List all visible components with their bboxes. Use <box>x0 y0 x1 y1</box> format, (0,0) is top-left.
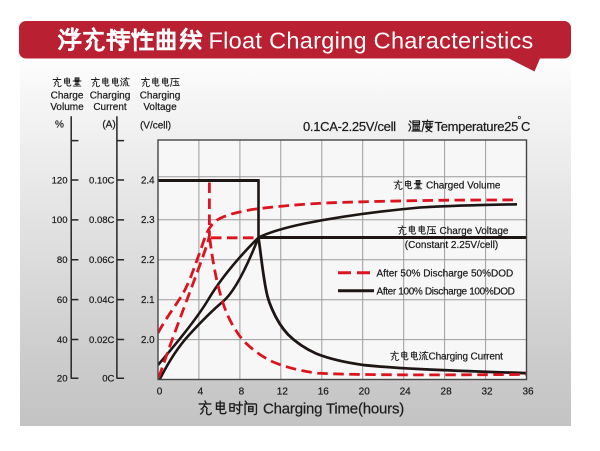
svg-text:Volume: Volume <box>50 102 84 113</box>
svg-text:0.02C: 0.02C <box>89 335 114 346</box>
svg-text:12: 12 <box>277 386 289 397</box>
svg-text:36: 36 <box>522 386 534 397</box>
svg-text:After 50% Discharge 50%DOD: After 50% Discharge 50%DOD <box>377 269 514 280</box>
svg-text:%: % <box>55 120 64 131</box>
svg-text:0.08C: 0.08C <box>89 215 114 226</box>
svg-text:Float Charging Characteristics: Float Charging Characteristics <box>209 27 534 53</box>
svg-text:0.10C: 0.10C <box>89 175 114 186</box>
svg-text:16: 16 <box>318 386 330 397</box>
svg-text:32: 32 <box>481 386 493 397</box>
svg-text:Charged Volume: Charged Volume <box>426 181 501 192</box>
svg-text:Charging: Charging <box>90 91 131 102</box>
svg-text:C: C <box>521 119 530 134</box>
svg-text:0: 0 <box>157 386 163 397</box>
svg-text:°: ° <box>517 116 521 127</box>
svg-text:Voltage: Voltage <box>143 102 177 113</box>
svg-text:28: 28 <box>441 386 453 397</box>
svg-text:8: 8 <box>239 386 245 397</box>
svg-text:2.1: 2.1 <box>141 295 155 306</box>
svg-text:120: 120 <box>52 175 68 186</box>
svg-text:20: 20 <box>359 386 371 397</box>
svg-text:2.0: 2.0 <box>141 335 155 346</box>
svg-text:0.06C: 0.06C <box>89 255 114 266</box>
svg-text:40: 40 <box>57 335 68 346</box>
svg-text:0.1CA-2.25V/cell: 0.1CA-2.25V/cell <box>303 119 396 134</box>
svg-text:100: 100 <box>52 215 68 226</box>
svg-text:Charging Current: Charging Current <box>429 352 504 363</box>
svg-text:Temperature25: Temperature25 <box>435 119 519 134</box>
svg-text:Charging: Charging <box>140 91 181 102</box>
svg-text:60: 60 <box>57 295 68 306</box>
svg-text:2.2: 2.2 <box>141 255 155 266</box>
svg-text:2.4: 2.4 <box>141 175 155 186</box>
svg-text:(Constant 2.25V/cell): (Constant 2.25V/cell) <box>405 240 498 251</box>
svg-text:Charge: Charge <box>51 91 84 102</box>
svg-text:Current: Current <box>93 102 127 113</box>
svg-text:80: 80 <box>57 255 68 266</box>
svg-text:(A): (A) <box>102 120 115 131</box>
svg-text:Charge Voltage: Charge Voltage <box>440 226 509 237</box>
svg-text:24: 24 <box>400 386 412 397</box>
svg-text:After 100% Discharge 100%DOD: After 100% Discharge 100%DOD <box>377 287 515 298</box>
svg-text:0.04C: 0.04C <box>89 295 114 306</box>
svg-text:0C: 0C <box>102 374 114 385</box>
svg-text:(V/cell): (V/cell) <box>140 121 171 132</box>
svg-text:2.3: 2.3 <box>141 215 155 226</box>
svg-text:20: 20 <box>57 374 68 385</box>
svg-text:4: 4 <box>198 386 204 397</box>
svg-text:Charging Time(hours): Charging Time(hours) <box>263 401 404 418</box>
